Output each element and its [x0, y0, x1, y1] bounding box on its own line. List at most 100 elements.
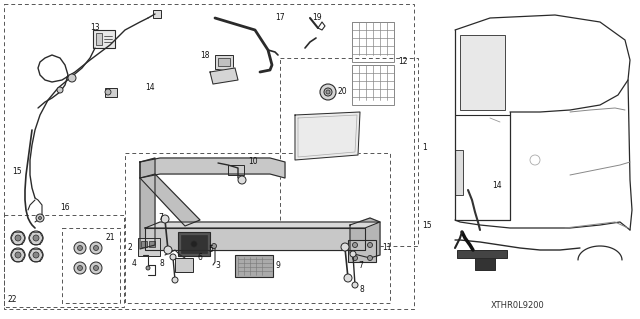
Circle shape	[90, 242, 102, 254]
Bar	[141, 241, 147, 247]
Circle shape	[77, 265, 83, 271]
Circle shape	[320, 84, 336, 100]
Bar	[457, 250, 507, 258]
Circle shape	[105, 89, 111, 95]
Text: 10: 10	[248, 158, 258, 167]
Text: 3: 3	[215, 261, 220, 270]
Circle shape	[74, 262, 86, 274]
Text: 9: 9	[276, 261, 281, 270]
Bar	[178, 232, 210, 256]
Circle shape	[352, 282, 358, 288]
Bar	[96, 33, 102, 45]
Bar	[93, 30, 115, 48]
Polygon shape	[140, 158, 285, 178]
Text: 5: 5	[208, 246, 213, 255]
Text: 13: 13	[90, 23, 100, 32]
Circle shape	[170, 254, 176, 260]
Polygon shape	[298, 115, 357, 157]
Circle shape	[11, 248, 25, 262]
Bar	[153, 10, 161, 18]
Bar	[218, 58, 230, 66]
Circle shape	[146, 266, 150, 270]
Polygon shape	[140, 174, 200, 226]
Text: 20: 20	[337, 87, 347, 97]
Circle shape	[324, 88, 332, 96]
Bar	[352, 22, 394, 62]
Circle shape	[77, 246, 83, 250]
Text: 21: 21	[105, 234, 115, 242]
Text: 7: 7	[358, 261, 363, 270]
Circle shape	[172, 277, 178, 283]
Bar	[4, 215, 124, 307]
Bar	[455, 150, 463, 195]
Text: 15: 15	[422, 220, 431, 229]
Circle shape	[74, 242, 86, 254]
Circle shape	[15, 235, 21, 241]
Text: 11: 11	[382, 243, 392, 253]
Bar	[4, 4, 414, 309]
Circle shape	[161, 215, 169, 223]
Bar	[228, 165, 244, 175]
Circle shape	[68, 74, 76, 82]
Bar	[215, 55, 233, 69]
Bar	[352, 65, 394, 105]
Polygon shape	[145, 228, 365, 250]
Circle shape	[11, 231, 25, 245]
Circle shape	[36, 214, 44, 222]
Bar	[460, 35, 505, 110]
Circle shape	[38, 217, 42, 219]
Circle shape	[350, 251, 356, 257]
Text: 2: 2	[128, 243, 132, 253]
Circle shape	[164, 246, 172, 254]
Circle shape	[353, 242, 358, 248]
Polygon shape	[210, 68, 238, 84]
Text: 19: 19	[312, 13, 322, 23]
Circle shape	[29, 231, 43, 245]
Polygon shape	[295, 112, 360, 160]
Bar	[149, 241, 155, 247]
Circle shape	[341, 243, 349, 251]
Bar	[475, 258, 495, 270]
Bar	[62, 228, 120, 303]
Circle shape	[344, 274, 352, 282]
Text: 16: 16	[60, 204, 70, 212]
Bar	[348, 240, 376, 262]
Polygon shape	[140, 158, 155, 249]
Bar	[280, 58, 418, 246]
Circle shape	[238, 176, 246, 184]
Circle shape	[367, 256, 372, 261]
Text: 22: 22	[8, 295, 17, 305]
Circle shape	[367, 242, 372, 248]
Circle shape	[211, 243, 216, 249]
Circle shape	[326, 90, 330, 94]
Circle shape	[90, 262, 102, 274]
Text: XTHR0L9200: XTHR0L9200	[491, 300, 545, 309]
Text: 18: 18	[200, 50, 209, 60]
Circle shape	[93, 265, 99, 271]
Text: 12: 12	[398, 57, 408, 66]
Bar	[138, 238, 160, 256]
Circle shape	[353, 256, 358, 261]
Circle shape	[33, 252, 39, 258]
Text: 14: 14	[492, 181, 502, 189]
Bar	[105, 88, 117, 97]
Bar	[235, 255, 273, 277]
Text: 7: 7	[158, 212, 163, 221]
Text: 14: 14	[145, 84, 155, 93]
Bar	[125, 153, 390, 303]
Text: 4: 4	[132, 259, 137, 269]
Circle shape	[15, 252, 21, 258]
Text: 1: 1	[422, 144, 427, 152]
Circle shape	[57, 87, 63, 93]
Circle shape	[93, 246, 99, 250]
Polygon shape	[350, 218, 380, 258]
Circle shape	[191, 241, 197, 247]
Bar	[175, 258, 193, 272]
Bar	[181, 235, 207, 253]
Text: 8: 8	[160, 258, 164, 268]
Circle shape	[29, 248, 43, 262]
Circle shape	[33, 235, 39, 241]
Text: 17: 17	[275, 13, 285, 23]
Polygon shape	[145, 222, 380, 228]
Text: 6: 6	[198, 254, 203, 263]
